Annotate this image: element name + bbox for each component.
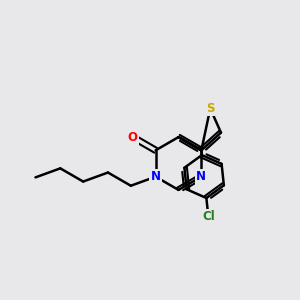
Text: Cl: Cl <box>202 210 215 223</box>
Text: N: N <box>196 170 206 183</box>
Text: S: S <box>206 102 214 115</box>
Text: O: O <box>128 130 138 144</box>
Text: N: N <box>151 170 160 183</box>
